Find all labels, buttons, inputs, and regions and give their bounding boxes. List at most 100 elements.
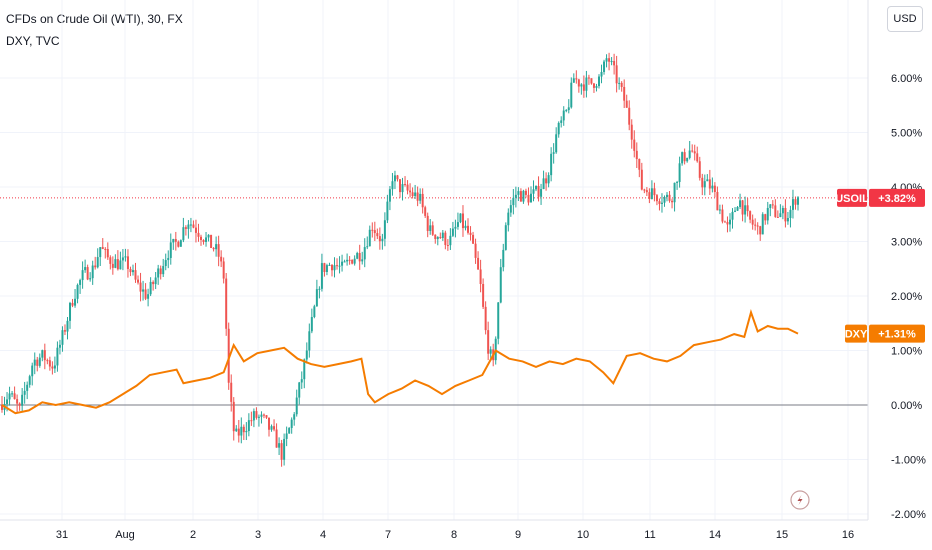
x-tick-label: 31	[56, 529, 68, 541]
x-tick-label: 14	[709, 529, 721, 541]
usoil-candle	[744, 196, 747, 223]
usoil-candle	[633, 130, 636, 158]
usoil-candle	[41, 349, 44, 362]
usoil-candle	[746, 198, 749, 217]
usoil-candle	[441, 229, 444, 241]
usoil-candle	[280, 439, 283, 467]
usoil-candle	[739, 193, 742, 209]
usoil-candle	[172, 238, 175, 250]
usoil-candle	[111, 256, 114, 275]
usoil-candle	[749, 210, 752, 224]
usoil-candle	[310, 308, 313, 334]
usoil-candle	[484, 301, 487, 335]
usoil-candle	[8, 386, 11, 406]
usoil-candle	[595, 83, 598, 92]
usoil-candle	[66, 316, 69, 340]
usoil-candle	[341, 254, 344, 272]
usoil-candle	[154, 271, 157, 290]
usoil-candles	[1, 52, 799, 467]
usoil-candle	[116, 250, 119, 271]
usoil-candle	[318, 286, 321, 299]
usoil-candle	[53, 356, 56, 373]
flash-icon[interactable]	[790, 490, 810, 510]
usoil-candle	[157, 264, 160, 285]
x-tick-label: 2	[190, 529, 196, 541]
usoil-candle	[338, 256, 341, 274]
usoil-candle	[147, 288, 150, 307]
usoil-candle	[562, 106, 565, 126]
usoil-candle	[152, 280, 155, 291]
usoil-candle	[84, 259, 87, 273]
usoil-candle	[706, 174, 709, 182]
usoil-candle	[23, 381, 26, 404]
usoil-candle	[200, 234, 202, 246]
usoil-candle	[464, 220, 467, 231]
usoil-candle	[268, 417, 271, 437]
usoil-candle	[371, 222, 374, 238]
usoil-candle	[776, 210, 779, 218]
usoil-candle	[615, 55, 618, 93]
usoil-candle	[691, 144, 694, 153]
usoil-candle	[356, 251, 359, 260]
currency-button[interactable]: USD	[887, 6, 923, 32]
usoil-candle	[207, 234, 210, 242]
usoil-candle	[421, 188, 424, 214]
usoil-candle	[638, 158, 641, 178]
usoil-candle	[137, 275, 140, 285]
usoil-candle	[731, 208, 734, 229]
usoil-candle	[723, 220, 726, 223]
usoil-candle	[348, 256, 351, 265]
usoil-candle	[701, 173, 704, 196]
usoil-candle	[217, 235, 220, 267]
usoil-candle	[142, 280, 145, 301]
usoil-candle	[63, 324, 66, 336]
usoil-candle	[429, 219, 432, 235]
usoil-candle	[353, 255, 356, 266]
usoil-candle	[472, 231, 475, 244]
usoil-candle	[771, 200, 774, 209]
x-tick-label: 9	[515, 529, 521, 541]
usoil-candle	[300, 371, 303, 389]
usoil-candle	[454, 219, 457, 238]
usoil-candle	[535, 185, 538, 192]
usoil-candle	[381, 233, 384, 250]
usoil-candle	[587, 74, 590, 85]
usoil-candle	[497, 302, 500, 345]
usoil-candle	[774, 199, 777, 218]
usoil-candle	[623, 79, 626, 109]
usoil-candle	[222, 257, 225, 284]
x-tick-label: 16	[842, 529, 854, 541]
usoil-candle	[26, 381, 29, 400]
usoil-candle	[696, 146, 699, 163]
usoil-candle	[174, 231, 177, 251]
usoil-candle	[572, 73, 575, 83]
usoil-candle	[436, 236, 439, 246]
usoil-candle	[618, 77, 621, 90]
usoil-candle	[671, 198, 674, 209]
price-scale[interactable]: 6.00%5.00%4.00%3.00%2.00%1.00%0.00%-1.00…	[891, 73, 926, 521]
time-scale[interactable]: 31 Aug 2 3 4 7 8 9 10 11 14 15 16	[56, 529, 854, 541]
dxy-value-tag	[869, 324, 925, 343]
usoil-candle	[726, 216, 729, 233]
usoil-candle	[11, 390, 14, 398]
usoil-candle	[431, 221, 434, 236]
usoil-candle	[215, 236, 218, 257]
usoil-candle	[308, 323, 311, 358]
usoil-candle	[323, 262, 326, 277]
usoil-candle	[149, 277, 152, 297]
usoil-candle	[426, 212, 429, 238]
usoil-candle	[126, 249, 129, 278]
usoil-candle	[144, 283, 147, 301]
usoil-candle	[786, 211, 789, 225]
usoil-candle	[446, 239, 449, 251]
usoil-candle	[754, 218, 757, 231]
usoil-candle	[89, 272, 92, 282]
usoil-candle	[451, 221, 454, 237]
usoil-candle	[540, 183, 543, 205]
usoil-candle	[504, 222, 507, 251]
usoil-candle	[242, 424, 245, 441]
usoil-candle	[273, 419, 276, 432]
usoil-candle	[245, 422, 248, 441]
usoil-candle	[363, 238, 366, 268]
